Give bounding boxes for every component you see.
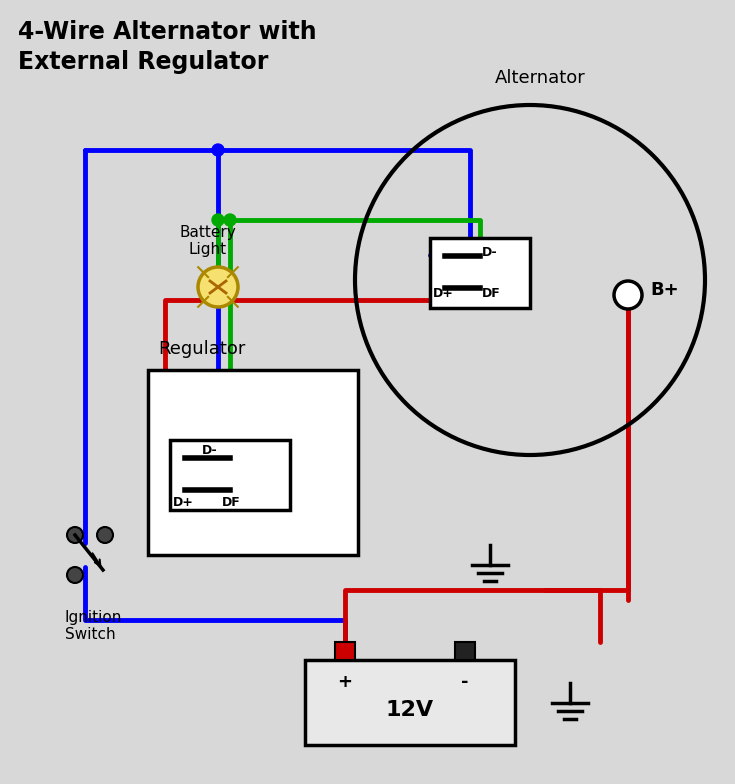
Circle shape	[67, 527, 83, 543]
Text: DF: DF	[222, 495, 241, 509]
Text: -: -	[462, 673, 469, 691]
Text: DF: DF	[482, 286, 501, 299]
Circle shape	[212, 144, 224, 156]
Text: +: +	[337, 673, 353, 691]
Text: Regulator: Regulator	[158, 340, 245, 358]
Circle shape	[212, 214, 224, 226]
Circle shape	[224, 214, 236, 226]
Bar	[455, 642, 475, 660]
Circle shape	[198, 267, 238, 307]
Text: D-: D-	[202, 444, 218, 456]
Circle shape	[614, 281, 642, 309]
Text: D-: D-	[482, 245, 498, 259]
Text: Battery
Light: Battery Light	[179, 224, 237, 257]
Circle shape	[67, 567, 83, 583]
Bar	[335, 642, 355, 660]
Text: Alternator: Alternator	[495, 69, 585, 87]
Circle shape	[97, 527, 113, 543]
Bar	[305, 660, 515, 745]
Text: B+: B+	[650, 281, 678, 299]
FancyBboxPatch shape	[430, 238, 530, 308]
Text: 12V: 12V	[386, 700, 434, 720]
Text: D+: D+	[173, 495, 194, 509]
Bar	[148, 370, 358, 555]
Text: Ignition
Switch: Ignition Switch	[65, 610, 122, 642]
Text: D+: D+	[433, 286, 454, 299]
Text: 4-Wire Alternator with
External Regulator: 4-Wire Alternator with External Regulato…	[18, 20, 317, 74]
FancyBboxPatch shape	[170, 440, 290, 510]
